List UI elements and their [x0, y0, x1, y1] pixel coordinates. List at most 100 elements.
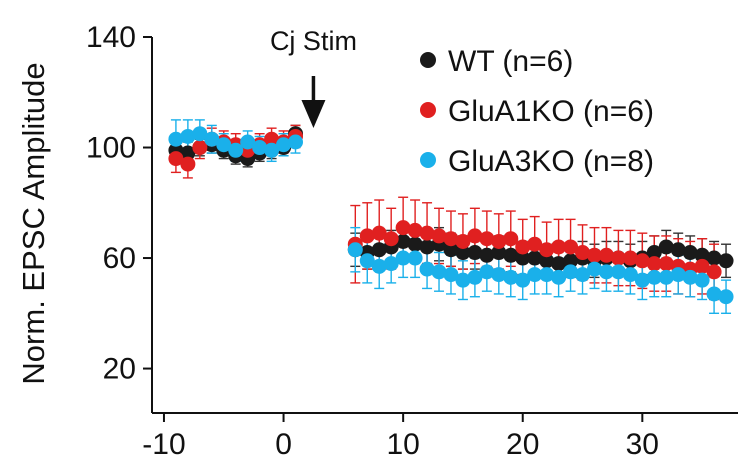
- data-point: [216, 137, 232, 153]
- data-point: [563, 253, 579, 269]
- data-point: [407, 236, 423, 252]
- data-point: [371, 258, 387, 274]
- data-point: [347, 242, 363, 258]
- data-point: [563, 264, 579, 280]
- data-point: [682, 245, 698, 261]
- data-point: [634, 253, 650, 269]
- data-point: [467, 228, 483, 244]
- data-point: [539, 242, 555, 258]
- data-point: [467, 269, 483, 285]
- data-point: [419, 225, 435, 241]
- data-point: [180, 145, 196, 161]
- data-point: [646, 245, 662, 261]
- data-point: [539, 253, 555, 269]
- data-point: [371, 225, 387, 241]
- data-point: [192, 126, 208, 142]
- data-point: [658, 269, 674, 285]
- data-point: [455, 233, 471, 249]
- data-point: [168, 151, 184, 167]
- data-point: [658, 256, 674, 272]
- data-point: [586, 247, 602, 263]
- data-point: [646, 256, 662, 272]
- data-point: [694, 247, 710, 263]
- data-point: [264, 131, 280, 147]
- y-tick-label: 60: [103, 242, 136, 275]
- legend-label: GluA3KO (n=8): [448, 145, 654, 178]
- data-point: [598, 247, 614, 263]
- data-point: [575, 245, 591, 261]
- data-point: [527, 267, 543, 283]
- data-point: [646, 269, 662, 285]
- legend-marker: [420, 102, 436, 118]
- data-point: [288, 134, 304, 150]
- data-point: [586, 261, 602, 277]
- data-point: [359, 228, 375, 244]
- data-point: [479, 247, 495, 263]
- legend-label: GluA1KO (n=6): [448, 95, 654, 128]
- annotation-arrow-head: [301, 100, 326, 128]
- data-point: [670, 267, 686, 283]
- data-point: [455, 245, 471, 261]
- y-tick-label: 20: [103, 353, 136, 386]
- series-markers-1: [168, 128, 722, 280]
- data-point: [204, 131, 220, 147]
- data-point: [491, 267, 507, 283]
- data-point: [539, 267, 555, 283]
- legend-marker: [420, 152, 436, 168]
- legend-label: WT (n=6): [448, 45, 573, 78]
- data-point: [503, 269, 519, 285]
- data-point: [706, 264, 722, 280]
- data-point: [252, 140, 268, 156]
- data-point: [515, 272, 531, 288]
- data-point: [395, 220, 411, 236]
- data-point: [443, 231, 459, 247]
- data-point: [431, 264, 447, 280]
- data-point: [443, 242, 459, 258]
- x-tick-label: 30: [626, 428, 659, 461]
- data-point: [610, 250, 626, 266]
- data-point: [682, 269, 698, 285]
- annotation-label: Cj Stim: [270, 26, 357, 56]
- data-point: [276, 137, 292, 153]
- annotation: Cj Stim: [270, 26, 357, 128]
- data-point: [455, 272, 471, 288]
- data-point: [563, 239, 579, 255]
- data-point: [718, 253, 734, 269]
- data-point: [395, 233, 411, 249]
- data-point: [192, 140, 208, 156]
- data-point: [527, 236, 543, 252]
- data-point: [264, 142, 280, 158]
- data-point: [503, 231, 519, 247]
- data-point: [467, 245, 483, 261]
- x-tick-label: 0: [275, 428, 292, 461]
- y-tick-label: 100: [86, 132, 136, 165]
- x-tick-label: 20: [506, 428, 539, 461]
- data-point: [694, 258, 710, 274]
- data-point: [718, 289, 734, 305]
- data-point: [395, 250, 411, 266]
- data-point: [407, 250, 423, 266]
- data-point: [503, 247, 519, 263]
- data-point: [228, 142, 244, 158]
- data-point: [180, 128, 196, 144]
- data-point: [610, 264, 626, 280]
- series-markers-2: [168, 126, 734, 305]
- data-point: [670, 242, 686, 258]
- data-point: [407, 222, 423, 238]
- data-point: [240, 134, 256, 150]
- data-point: [622, 267, 638, 283]
- data-point: [419, 261, 435, 277]
- data-point: [575, 267, 591, 283]
- data-point: [431, 228, 447, 244]
- legend: WT (n=6) GluA1KO (n=6) GluA3KO (n=8): [420, 45, 654, 178]
- data-point: [598, 264, 614, 280]
- y-axis-title: Norm. EPSC Amplitude: [16, 62, 51, 384]
- data-point: [371, 242, 387, 258]
- data-point: [383, 231, 399, 247]
- axes: 20 60 100 140 -10 0 10 20 30 Norm. EPSC Amplitude: [16, 21, 738, 461]
- data-point: [180, 156, 196, 172]
- x-tick-label: 10: [386, 428, 419, 461]
- data-point: [479, 264, 495, 280]
